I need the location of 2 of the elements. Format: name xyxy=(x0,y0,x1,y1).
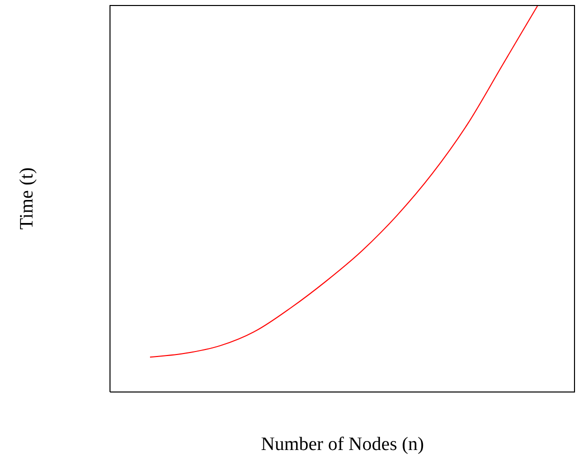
y-axis-title: Time (t) xyxy=(16,167,38,230)
x-axis-title: Number of Nodes (n) xyxy=(260,434,424,455)
